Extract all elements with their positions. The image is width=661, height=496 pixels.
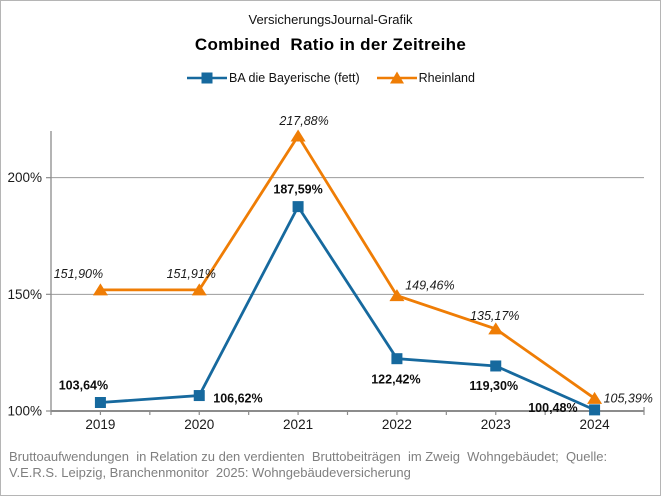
data-label: 106,62% xyxy=(213,392,262,406)
data-point-square xyxy=(589,404,601,416)
data-label: 135,17% xyxy=(470,309,519,323)
data-label: 151,90% xyxy=(54,267,103,281)
x-tick-label: 2019 xyxy=(85,417,115,432)
data-label: 105,39% xyxy=(604,391,653,405)
data-label: 122,42% xyxy=(371,373,420,387)
y-tick-label: 200% xyxy=(7,170,42,185)
data-point-square xyxy=(490,360,502,372)
data-point-square xyxy=(193,390,205,402)
chart-title: Combined Ratio in der Zeitreihe xyxy=(194,35,467,54)
triangle-marker-icon xyxy=(376,71,417,84)
y-tick-label: 100% xyxy=(7,404,42,419)
data-point-triangle xyxy=(191,283,207,296)
x-tick-label: 2022 xyxy=(382,417,412,432)
x-tick-label: 2023 xyxy=(481,417,511,432)
data-point-square xyxy=(292,201,304,213)
source-note: Bruttoaufwendungen in Relation zu den ve… xyxy=(9,449,654,481)
source-note-line2: V.E.R.S. Leipzig, Branchenmonitor 2025: … xyxy=(9,465,411,480)
source-note-line1: Bruttoaufwendungen in Relation zu den ve… xyxy=(9,449,608,464)
series-line-ba-die-bayerische-fett- xyxy=(100,203,596,412)
series-line-rheinland xyxy=(100,133,596,400)
data-label: 119,30% xyxy=(469,379,518,393)
legend-item-ba-die-bayerische: BA die Bayerische (fett) xyxy=(186,71,360,85)
data-label: 100,48% xyxy=(528,401,577,415)
legend-label-rheinland: Rheinland xyxy=(418,71,475,85)
x-tick-label: 2020 xyxy=(184,417,214,432)
data-label: 149,46% xyxy=(405,279,454,293)
brand-line: VersicherungsJournal-Grafik xyxy=(248,12,413,27)
data-point-triangle xyxy=(290,129,306,142)
data-label: 217,88% xyxy=(278,114,328,128)
data-label: 103,64% xyxy=(59,379,108,393)
data-point-triangle xyxy=(92,283,108,296)
square-marker-icon xyxy=(187,72,228,84)
data-label: 151,91% xyxy=(167,267,216,281)
legend-item-rheinland: Rheinland xyxy=(376,71,475,85)
y-tick-label: 150% xyxy=(7,287,42,302)
x-tick-label: 2021 xyxy=(283,417,313,432)
data-point-triangle xyxy=(389,289,405,302)
x-tick-label: 2024 xyxy=(580,417,611,432)
legend: BA die Bayerische (fett) Rheinland xyxy=(1,71,660,85)
data-point-triangle xyxy=(587,391,603,404)
data-point-triangle xyxy=(488,322,504,335)
data-point-square xyxy=(391,353,403,365)
data-label: 187,59% xyxy=(273,183,322,197)
data-point-square xyxy=(94,397,106,409)
legend-label-ba: BA die Bayerische (fett) xyxy=(229,71,360,85)
